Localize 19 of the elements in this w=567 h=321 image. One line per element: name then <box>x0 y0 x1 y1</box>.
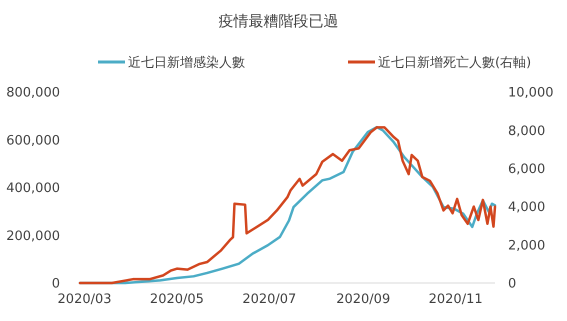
y2-tick-label: 4,000 <box>508 200 546 216</box>
x-tick-label: 2020/07 <box>242 292 296 307</box>
legend-label: 近七日新增感染人數 <box>128 56 245 71</box>
y2-tick-label: 2,000 <box>508 238 546 254</box>
chart-title: 疫情最糟階段已過 <box>218 12 338 30</box>
y-tick-label: 400,000 <box>6 181 60 196</box>
y2-tick-label: 8,000 <box>508 124 546 139</box>
x-tick-label: 2020/11 <box>428 292 483 307</box>
y-tick-label: 600,000 <box>6 133 60 148</box>
x-tick-label: 2020/05 <box>150 292 204 307</box>
y-tick-label: 200,000 <box>6 228 60 244</box>
y2-tick-label: 10,000 <box>508 86 554 101</box>
y2-tick-label: 0 <box>508 276 516 292</box>
y2-tick-label: 6,000 <box>508 162 546 177</box>
x-tick-label: 2020/09 <box>336 292 390 307</box>
y-tick-label: 800,000 <box>6 86 60 101</box>
x-tick-label: 2020/03 <box>58 292 112 307</box>
y-tick-label: 0 <box>52 276 60 292</box>
legend-label: 近七日新增死亡人數(右軸) <box>378 54 532 71</box>
